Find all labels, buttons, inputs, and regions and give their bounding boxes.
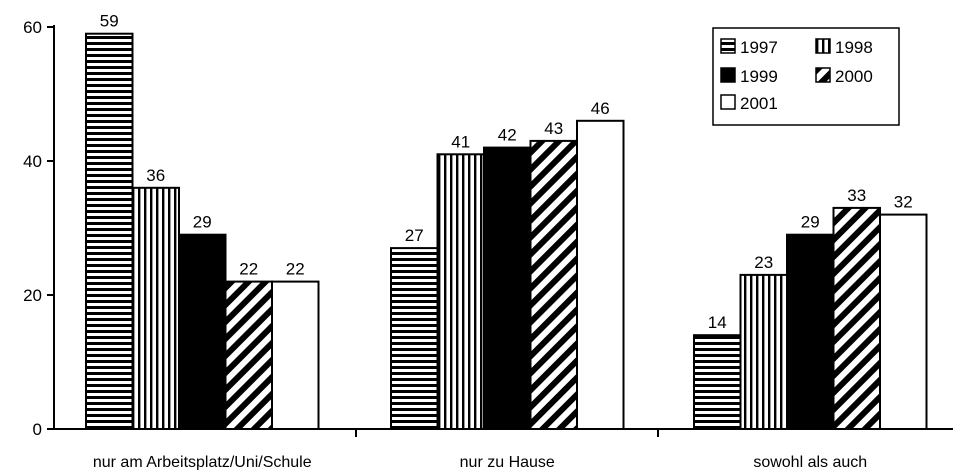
bar [85, 32, 134, 430]
bar [178, 233, 227, 430]
data-label: 41 [451, 132, 470, 151]
data-label: 43 [544, 119, 563, 138]
data-label: 33 [847, 186, 866, 205]
legend-swatch [720, 94, 736, 110]
y-tick-label: 60 [23, 18, 42, 37]
data-label: 22 [286, 260, 305, 279]
bar [879, 213, 928, 430]
legend-swatch [815, 67, 831, 83]
data-labels: 59 27 14 36 41 23 29 42 29 22 43 33 22 46 32 [100, 12, 913, 333]
bar [786, 233, 835, 430]
data-label: 42 [498, 126, 517, 145]
data-label: 29 [193, 213, 212, 232]
bar [131, 186, 180, 430]
legend-label: 1998 [835, 38, 873, 57]
legend-label: 1997 [740, 38, 778, 57]
bar [832, 206, 881, 430]
bar [390, 247, 439, 430]
data-label: 29 [801, 213, 820, 232]
y-tick-label: 40 [23, 152, 42, 171]
legend-box [712, 27, 900, 126]
x-category-label: nur zu Hause [460, 454, 555, 470]
data-label: 14 [708, 313, 727, 332]
y-tick-label: 20 [23, 286, 42, 305]
data-label: 46 [591, 99, 610, 118]
bars [85, 32, 928, 431]
x-category-label: nur am Arbeitsplatz/Uni/Schule [93, 454, 312, 470]
legend-label: 2001 [740, 94, 778, 113]
legend-swatch [720, 67, 736, 83]
legend-swatch [720, 38, 736, 54]
legend-label: 2000 [835, 67, 873, 86]
bar [224, 280, 273, 430]
y-tick-label: 0 [33, 420, 42, 439]
data-label: 36 [146, 166, 165, 185]
bar [483, 146, 532, 430]
bar [693, 334, 742, 431]
data-label: 23 [754, 253, 773, 272]
legend-label: 1999 [740, 67, 778, 86]
bar [576, 119, 625, 431]
data-label: 59 [100, 12, 119, 31]
bar [739, 273, 788, 430]
bar [436, 153, 485, 431]
data-label: 27 [405, 226, 424, 245]
bar [271, 280, 320, 430]
legend-swatch [815, 38, 831, 54]
data-label: 22 [239, 260, 258, 279]
x-category-label: sowohl als auch [753, 454, 867, 470]
bar [529, 139, 578, 430]
legend: 1997 1998 1999 2000 2001 [712, 27, 900, 126]
data-label: 32 [894, 193, 913, 212]
